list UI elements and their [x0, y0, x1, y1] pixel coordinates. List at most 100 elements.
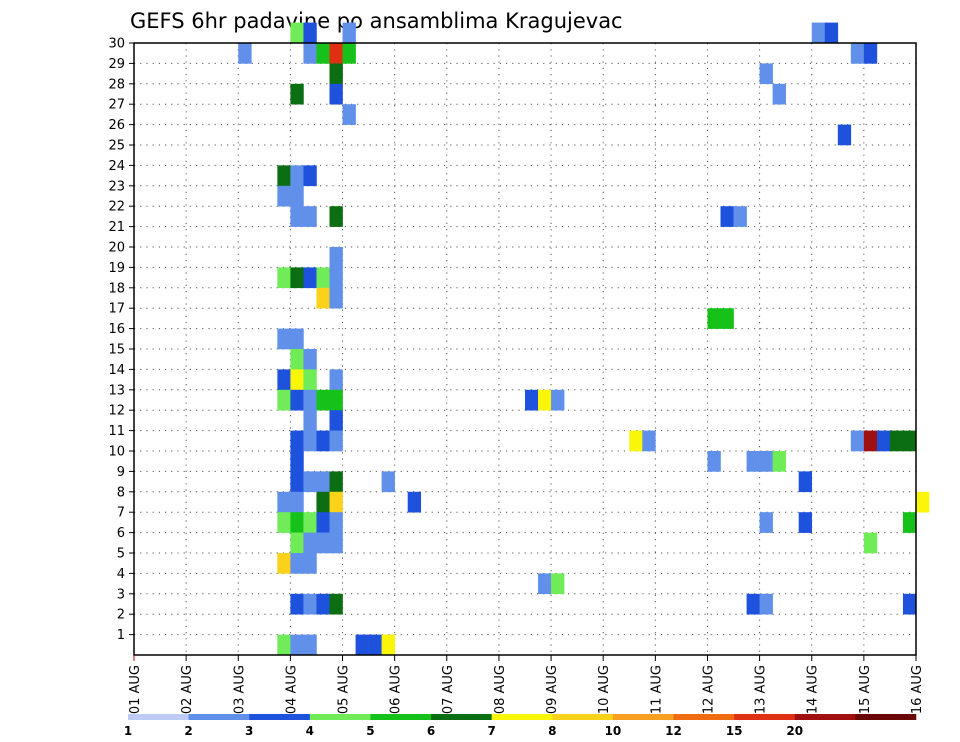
x-tick-label: 13 AUG — [754, 665, 769, 714]
precip-cell — [368, 634, 382, 656]
y-tick-label: 16 — [108, 322, 125, 337]
colorbar-label: 6 — [427, 724, 435, 738]
y-tick-label: 13 — [108, 383, 125, 398]
x-tick-label: 03 AUG — [232, 665, 247, 714]
precip-cell — [798, 512, 813, 533]
precip-cell — [290, 451, 304, 472]
y-tick-label: 21 — [108, 220, 125, 235]
colorbar-swatch — [128, 714, 189, 720]
precip-cells — [238, 22, 930, 656]
precip-cell — [551, 389, 565, 411]
precip-cell — [342, 43, 356, 64]
precip-cell — [277, 369, 291, 391]
precip-cell — [303, 22, 317, 44]
y-tick-label: 10 — [108, 445, 125, 460]
precip-cell — [902, 430, 917, 452]
precip-cell — [329, 369, 343, 391]
precip-cell — [381, 471, 395, 493]
colorbar-swatch — [370, 714, 432, 720]
precip-cell — [329, 491, 343, 513]
precip-cell — [759, 451, 773, 472]
colorbar-label: 7 — [488, 724, 496, 738]
precip-cell — [303, 267, 317, 289]
precip-cell — [837, 124, 852, 146]
precip-cell — [290, 267, 304, 289]
precip-cell — [329, 532, 343, 554]
precip-cell — [290, 553, 304, 574]
y-tick-label: 28 — [108, 77, 125, 92]
precip-cell — [863, 532, 878, 554]
precip-cell — [303, 532, 317, 554]
precip-cell — [538, 573, 552, 595]
precip-cell — [329, 267, 343, 289]
precip-cell — [850, 430, 865, 452]
colorbar-swatch — [855, 714, 917, 720]
precip-cell — [720, 206, 734, 227]
x-tick-label: 01 AUG — [128, 665, 143, 714]
y-tick-label: 1 — [117, 628, 125, 643]
precip-cell — [746, 593, 760, 615]
x-tick-label: 09 AUG — [545, 665, 560, 714]
precip-cell — [329, 247, 343, 268]
x-tick-label: 05 AUG — [337, 665, 352, 714]
precip-cell — [329, 471, 343, 493]
x-tick-label: 15 AUG — [858, 665, 873, 714]
y-tick-label: 29 — [108, 57, 125, 72]
precip-cell — [303, 634, 317, 656]
x-tick-label: 02 AUG — [180, 665, 195, 714]
precip-cell — [290, 634, 304, 656]
colorbar-label: 15 — [726, 724, 743, 738]
precip-cell — [329, 206, 343, 227]
y-tick-label: 24 — [108, 159, 125, 174]
chart-title: GEFS 6hr padavine po ansamblima Kragujev… — [130, 9, 623, 33]
precip-cell — [277, 165, 291, 187]
precip-cell — [551, 573, 565, 595]
x-tick-label: 04 AUG — [284, 665, 299, 714]
colorbar-label: 20 — [786, 724, 803, 738]
y-tick-label: 9 — [117, 465, 125, 480]
colorbar-label: 2 — [184, 724, 192, 738]
precip-cell — [290, 491, 304, 513]
precip-cell — [316, 512, 330, 533]
precip-cell — [290, 83, 304, 105]
x-tick-label: 06 AUG — [389, 665, 404, 714]
precip-cell — [746, 451, 760, 472]
precip-cell — [329, 593, 343, 615]
precip-cell — [342, 22, 356, 44]
precip-cell — [707, 308, 721, 329]
precip-cell — [407, 491, 422, 513]
colorbar-swatch — [249, 714, 311, 720]
precip-cell — [303, 369, 317, 391]
precip-cell — [277, 185, 291, 207]
precip-cell — [316, 389, 330, 411]
y-tick-label: 20 — [108, 241, 125, 256]
precip-cell — [316, 287, 330, 309]
precip-cell — [290, 206, 304, 227]
precip-cell — [290, 389, 304, 411]
precip-cell — [290, 185, 304, 207]
x-axis-ticks: 01 AUG 02 AUG 03 AUG 04 AUG 05 AUG 06 AUG 07 A… — [128, 655, 925, 714]
precip-cell — [290, 430, 304, 452]
colorbar-swatch — [309, 714, 371, 720]
precip-cell — [733, 206, 747, 227]
precip-cell — [902, 593, 917, 615]
x-tick-label: 12 AUG — [701, 665, 716, 714]
precip-cell — [525, 389, 539, 411]
x-tick-label: 16 AUG — [910, 665, 925, 714]
precip-cell — [277, 491, 291, 513]
colorbar: 1 2 3 4 5 6 7 8 10 12 15 20 — [124, 714, 917, 738]
precip-cell — [290, 512, 304, 533]
precip-cell — [772, 83, 786, 105]
precip-cell — [277, 553, 291, 574]
precip-cell — [303, 349, 317, 370]
y-tick-label: 27 — [108, 98, 125, 113]
y-tick-label: 30 — [108, 37, 125, 52]
precip-cell — [916, 491, 930, 513]
precip-cell — [759, 593, 773, 615]
colorbar-label: 5 — [366, 724, 374, 738]
y-tick-label: 11 — [108, 424, 125, 439]
precip-cell — [889, 430, 904, 452]
colorbar-swatch — [794, 714, 856, 720]
precip-cell — [316, 430, 330, 452]
y-tick-label: 19 — [108, 261, 125, 276]
